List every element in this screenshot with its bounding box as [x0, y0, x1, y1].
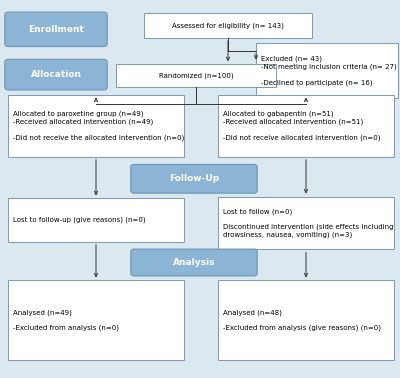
FancyBboxPatch shape [8, 280, 184, 360]
FancyBboxPatch shape [218, 94, 394, 157]
Text: Lost to follow-up (give reasons) (n=0): Lost to follow-up (give reasons) (n=0) [13, 217, 146, 223]
FancyBboxPatch shape [144, 13, 312, 38]
FancyBboxPatch shape [8, 198, 184, 242]
FancyBboxPatch shape [8, 94, 184, 157]
Text: Analysis: Analysis [173, 258, 215, 267]
Text: Lost to follow (n=0)

Discontinued intervention (side effects including
drowsine: Lost to follow (n=0) Discontinued interv… [223, 208, 393, 238]
Text: Assessed for eligibility (n= 143): Assessed for eligibility (n= 143) [172, 22, 284, 29]
Text: Excluded (n= 43)
-Not meeting inclusion criteria (n= 27)

-Declined to participa: Excluded (n= 43) -Not meeting inclusion … [261, 56, 396, 86]
Text: Enrollment: Enrollment [28, 25, 84, 34]
FancyBboxPatch shape [5, 12, 107, 46]
FancyBboxPatch shape [5, 59, 107, 90]
FancyBboxPatch shape [256, 43, 398, 98]
FancyBboxPatch shape [218, 197, 394, 249]
Text: Follow-Up: Follow-Up [169, 174, 219, 183]
Text: Analysed (n=49)

-Excluded from analysis (n=0): Analysed (n=49) -Excluded from analysis … [13, 309, 119, 331]
Text: Allocated to gabapentin (n=51)
-Received allocated intervention (n=51)

-Did not: Allocated to gabapentin (n=51) -Received… [223, 111, 380, 141]
FancyBboxPatch shape [131, 249, 257, 276]
FancyBboxPatch shape [116, 64, 276, 87]
FancyBboxPatch shape [218, 280, 394, 360]
Text: Allocation: Allocation [30, 70, 82, 79]
Text: Allocated to paroxetine group (n=49)
-Received allocated intervention (n=49)

-D: Allocated to paroxetine group (n=49) -Re… [13, 111, 184, 141]
FancyBboxPatch shape [131, 164, 257, 193]
Text: Randomized (n=100): Randomized (n=100) [159, 72, 233, 79]
Text: Analysed (n=48)

-Excluded from analysis (give reasons) (n=0): Analysed (n=48) -Excluded from analysis … [223, 309, 381, 331]
